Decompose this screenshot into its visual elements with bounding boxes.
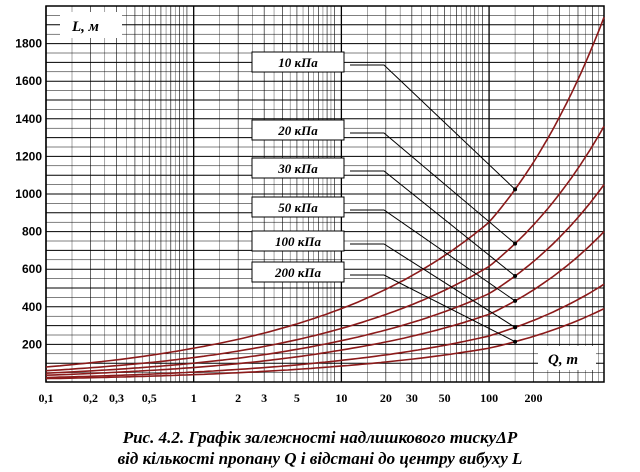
leader-dot-5 <box>513 325 518 330</box>
y-tick-label: 1400 <box>15 112 42 126</box>
leader-dot-6 <box>513 339 518 344</box>
series-line-1 <box>45 17 605 368</box>
x-tick-label: 200 <box>525 391 543 405</box>
leader-dot-3 <box>513 274 518 279</box>
x-tick-label: 0,2 <box>83 391 98 405</box>
leader-line-2 <box>350 132 516 245</box>
series-label-box-3 <box>251 157 345 179</box>
y-axis-label-box: L, м <box>60 12 122 38</box>
leader-line-6 <box>350 274 516 343</box>
leader-lines <box>350 64 518 344</box>
y-axis-label: L, м <box>71 19 99 35</box>
y-tick-label: 600 <box>22 262 42 276</box>
y-tick-label: 1600 <box>15 74 42 88</box>
figure-caption-line2: від кількості пропану Q і відстані до це… <box>117 449 523 468</box>
leader-line-3 <box>350 170 516 277</box>
series-label-1: 10 кПа <box>278 55 318 70</box>
y-tick-label: 400 <box>22 300 42 314</box>
y-tick-label: 800 <box>22 225 42 239</box>
leader-line-1 <box>350 64 516 190</box>
leader-line-5 <box>350 243 516 328</box>
x-tick-label: 2 <box>235 391 241 405</box>
x-tick-label: 20 <box>380 391 392 405</box>
series-label-3: 30 кПа <box>277 161 318 176</box>
figure-caption-line1: Рис. 4.2. Графік залежності надлишкового… <box>122 428 518 447</box>
leader-dot-2 <box>513 241 518 246</box>
series-label-box-1 <box>251 51 345 73</box>
series-line-5 <box>45 283 605 379</box>
y-tick-labels: 200 400 600 800 1000 1200 1400 1600 1800 <box>15 37 42 352</box>
x-tick-label: 0,3 <box>109 391 124 405</box>
x-tick-label: 50 <box>439 391 451 405</box>
x-axis-label: Q, т <box>548 352 578 368</box>
x-tick-label: 30 <box>406 391 418 405</box>
series-line-2 <box>45 125 605 372</box>
y-tick-label: 1800 <box>15 37 42 51</box>
series-line-3 <box>45 184 605 374</box>
plot-frame <box>45 5 605 383</box>
x-tick-label: 0,5 <box>142 391 157 405</box>
x-tick-label: 5 <box>294 391 300 405</box>
pressure-distance-chart: 10 кПа 20 кПа 30 кПа 50 кПа 100 кПа 200 кПа 2… <box>15 5 605 405</box>
x-tick-label: 100 <box>480 391 498 405</box>
series-label-box-2 <box>251 119 345 141</box>
series-label-box-5 <box>251 230 345 252</box>
series-label-box-6 <box>251 261 345 283</box>
leader-line-4 <box>350 209 516 302</box>
y-tick-label: 1200 <box>15 149 42 163</box>
x-tick-label: 0,1 <box>39 391 54 405</box>
series-label-4: 50 кПа <box>278 200 318 215</box>
x-tick-label: 1 <box>191 391 197 405</box>
y-tick-label: 1000 <box>15 187 42 201</box>
series-label-box-4 <box>251 196 345 218</box>
y-tick-label: 200 <box>22 337 42 351</box>
series-line-6 <box>45 307 605 380</box>
series-line-4 <box>45 231 605 376</box>
curves <box>45 17 605 380</box>
x-tick-label: 10 <box>335 391 347 405</box>
series-label-5: 100 кПа <box>275 234 321 249</box>
series-label-2: 20 кПа <box>277 123 318 138</box>
x-axis-label-box: Q, т <box>538 346 596 370</box>
x-tick-label: 3 <box>261 391 267 405</box>
leader-dot-1 <box>513 187 518 192</box>
x-tick-labels: 0,1 0,2 0,3 0,5 1 2 3 5 10 20 30 50 100 200 <box>39 391 543 405</box>
series-labels: 10 кПа 20 кПа 30 кПа 50 кПа 100 кПа 200 кПа <box>251 51 345 283</box>
leader-dot-4 <box>513 298 518 303</box>
series-label-6: 200 кПа <box>274 265 321 280</box>
